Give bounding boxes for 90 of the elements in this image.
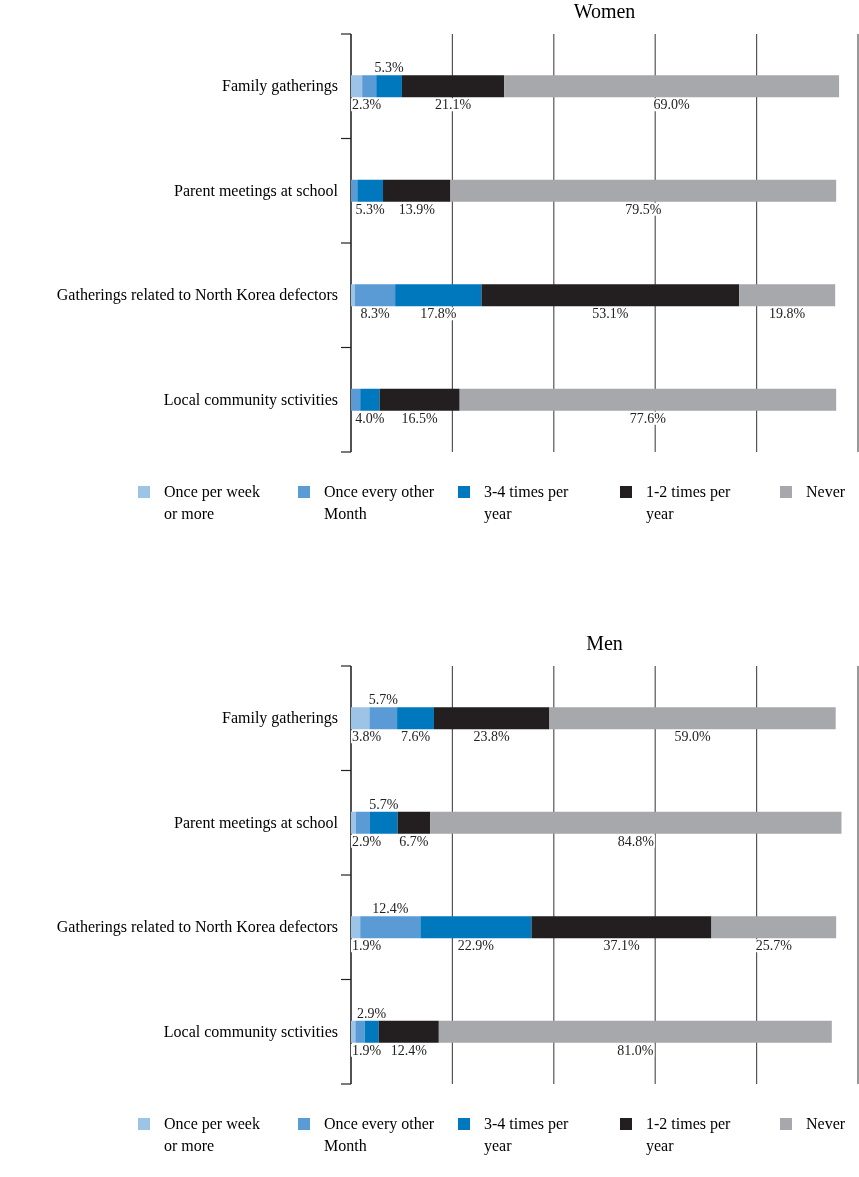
bar	[369, 811, 398, 834]
bar	[351, 916, 361, 939]
bar	[354, 284, 396, 307]
bar	[355, 811, 370, 834]
data-label: 6.7%	[399, 833, 429, 849]
bar	[397, 811, 431, 834]
legend-label: Once per week or more	[164, 1115, 260, 1154]
legend-label: 1-2 times per year	[646, 483, 732, 523]
y-tick-label: Parent meetings at school	[174, 813, 339, 832]
data-label: 22.9%	[457, 938, 495, 954]
bar	[360, 388, 380, 411]
bar	[378, 1020, 439, 1043]
bar	[351, 179, 358, 202]
bar	[379, 388, 460, 411]
bar	[438, 1020, 832, 1043]
bar	[351, 284, 355, 307]
bar	[450, 179, 837, 202]
data-label: 25.7%	[755, 938, 793, 954]
data-label: 53.1%	[592, 306, 629, 322]
data-label: 16.5%	[401, 410, 439, 426]
legend-label: Once every other Month	[324, 483, 435, 522]
y-tick-label: Family gatherings	[222, 709, 338, 728]
legend-label: Never	[806, 1115, 846, 1132]
data-label: 81.0%	[617, 1042, 654, 1058]
bar	[351, 1020, 356, 1043]
bar	[481, 284, 740, 307]
bar	[364, 1020, 379, 1043]
bar	[433, 707, 550, 730]
data-label: 19.8%	[769, 306, 806, 322]
data-label: 21.1%	[435, 97, 472, 113]
data-label: 13.9%	[398, 201, 436, 217]
bar	[401, 75, 505, 98]
data-label: 5.3%	[355, 201, 386, 217]
bar	[351, 811, 356, 834]
bar	[531, 916, 712, 939]
y-tick-label: Gatherings related to North Korea defectors	[56, 286, 338, 305]
y-tick-label: Family gatherings	[222, 77, 338, 96]
bar	[711, 916, 837, 939]
bar	[459, 388, 837, 411]
bar	[357, 179, 384, 202]
bar	[355, 1020, 365, 1043]
chart-title: Women	[573, 0, 636, 22]
y-tick-label: Local community sctivities	[163, 1022, 338, 1041]
bar	[383, 179, 451, 202]
data-label: 84.8%	[617, 833, 655, 849]
bar	[362, 75, 377, 98]
chart-title: Men	[586, 632, 623, 654]
bar	[360, 916, 421, 939]
bar	[376, 75, 402, 98]
bar	[351, 707, 370, 730]
legend-label: Once every other Month	[324, 1115, 435, 1154]
data-label: 4.0%	[355, 410, 385, 426]
legend-label: Once per week or more	[164, 483, 260, 522]
data-label: 3.8%	[352, 729, 382, 745]
legend-label: 1-2 times per year	[646, 1115, 732, 1155]
legend-label: 3-4 times per year	[484, 1115, 570, 1155]
bar	[395, 284, 482, 307]
legend-label: 3-4 times per year	[484, 483, 570, 523]
data-label: 8.3%	[360, 306, 390, 322]
bar	[420, 916, 532, 939]
data-label: 12.4%	[390, 1042, 428, 1058]
data-label: 5.3%	[374, 60, 404, 76]
y-tick-label: Gatherings related to North Korea defectors	[56, 918, 338, 937]
bar	[369, 707, 398, 730]
data-label: 2.9%	[357, 1005, 387, 1021]
y-tick-label: Local community sctivities	[163, 390, 338, 409]
y-tick-label: Parent meetings at school	[174, 181, 339, 200]
data-label: 5.7%	[368, 692, 399, 708]
data-label: 17.8%	[420, 306, 457, 322]
bar	[549, 707, 836, 730]
data-label: 23.8%	[473, 729, 511, 745]
data-label: 37.1%	[603, 938, 640, 954]
data-label: 77.6%	[629, 410, 667, 426]
data-label: 2.3%	[352, 97, 382, 113]
bar	[351, 388, 361, 411]
data-label: 2.9%	[352, 833, 382, 849]
bar	[351, 75, 363, 98]
bar	[430, 811, 842, 834]
data-label: 1.9%	[352, 1042, 382, 1058]
data-label: 1.9%	[352, 938, 382, 954]
legend-label: Never	[806, 483, 846, 500]
data-label: 69.0%	[653, 97, 691, 113]
bar	[504, 75, 840, 98]
data-label: 5.7%	[369, 796, 399, 812]
data-label: 59.0%	[674, 729, 711, 745]
data-label: 7.6%	[400, 729, 431, 745]
bar	[739, 284, 836, 307]
bar	[397, 707, 434, 730]
data-label: 12.4%	[372, 901, 409, 917]
data-label: 79.5%	[625, 201, 662, 217]
